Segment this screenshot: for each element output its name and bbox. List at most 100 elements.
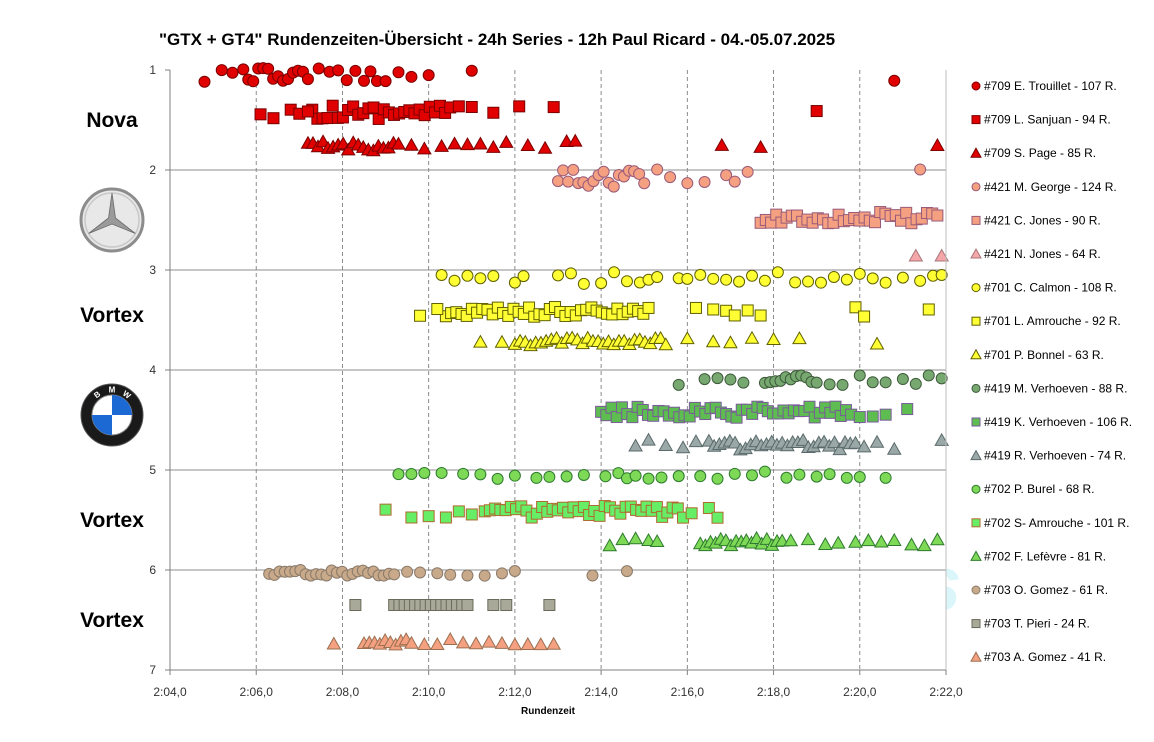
data-point (724, 373, 737, 386)
data-point (698, 373, 711, 386)
data-point (401, 565, 414, 578)
legend-label: #702 S- Amrouche - 101 R. (984, 516, 1129, 530)
data-point (879, 376, 892, 389)
legend-entry: #703 A. Gomez - 41 R. (970, 650, 1106, 664)
data-point (866, 376, 879, 389)
data-point (658, 337, 674, 351)
data-point (873, 534, 889, 548)
legend-marker (971, 585, 981, 595)
legend-entry: #709 E. Trouillet - 107 R. (971, 79, 1117, 93)
data-point (649, 534, 665, 548)
x-tick-label: 2:18,0 (757, 685, 791, 699)
data-point (642, 472, 655, 485)
legend-entry: #421 N. Jones - 64 R. (970, 247, 1101, 261)
data-point (930, 532, 945, 546)
data-point (753, 139, 768, 153)
legend-label: #709 L. Sanjuan - 94 R. (984, 113, 1111, 127)
legend-marker (971, 619, 981, 629)
data-point (930, 138, 945, 152)
data-point (474, 468, 487, 481)
x-tick-label: 2:12,0 (498, 685, 532, 699)
legend-label: #419 M. Verhoeven - 88 R. (984, 381, 1127, 395)
data-point (215, 64, 228, 77)
data-point (771, 266, 784, 279)
data-point (886, 441, 902, 455)
legend: #709 E. Trouillet - 107 R. #709 L. Sanjua… (970, 79, 1132, 664)
legend-label: #702 F. Lefèvre - 81 R. (984, 549, 1106, 563)
legend-label: #701 L. Amrouche - 92 R. (984, 314, 1121, 328)
data-point (642, 301, 655, 314)
data-point (543, 599, 556, 611)
data-point (560, 470, 573, 483)
data-point (508, 276, 521, 289)
data-point (461, 569, 474, 582)
data-point (461, 269, 474, 282)
legend-entry: #702 F. Lefèvre - 81 R. (970, 549, 1106, 563)
data-point (737, 376, 750, 389)
data-point (513, 100, 526, 113)
data-point (711, 511, 724, 524)
data-point (869, 434, 885, 448)
data-point (460, 137, 475, 151)
data-point (900, 206, 913, 219)
legend-label: #709 S. Page - 85 R. (984, 146, 1096, 160)
svg-text:W: W (121, 389, 133, 401)
data-point (537, 140, 553, 154)
data-point (858, 310, 871, 323)
y-tick-label: 6 (149, 563, 156, 577)
data-point (615, 532, 631, 546)
data-point (416, 141, 432, 155)
data-point (422, 510, 435, 523)
data-point (848, 534, 863, 548)
data-point (422, 69, 435, 82)
data-point (612, 467, 625, 480)
y-tick-label: 3 (149, 263, 156, 277)
data-point (567, 163, 580, 176)
data-point (681, 272, 694, 285)
data-point (832, 442, 848, 456)
data-point (909, 377, 922, 390)
legend-entry: #701 L. Amrouche - 92 R. (971, 314, 1121, 328)
data-point (507, 637, 523, 651)
data-point (810, 376, 823, 389)
y-tick-label: 5 (149, 463, 156, 477)
data-point (508, 564, 521, 577)
data-point (547, 101, 560, 114)
data-point (705, 334, 721, 348)
data-point (886, 532, 902, 546)
legend-marker (971, 115, 981, 125)
x-tick-label: 2:22,0 (929, 685, 963, 699)
data-point (620, 565, 633, 578)
data-point (868, 216, 881, 229)
data-point (379, 75, 392, 88)
data-point (379, 503, 392, 516)
legend-entry: #701 P. Bonnel - 63 R. (970, 348, 1104, 362)
legend-entry: #709 S. Page - 85 R. (970, 146, 1096, 160)
data-point (455, 635, 471, 649)
data-point (711, 372, 724, 385)
data-point (934, 432, 950, 446)
series-6 (435, 266, 948, 290)
data-point (853, 471, 866, 484)
series-4 (754, 206, 944, 230)
data-point (651, 271, 664, 284)
data-point (533, 637, 549, 651)
data-point (439, 511, 452, 524)
data-point (391, 136, 406, 150)
data-point (461, 599, 474, 611)
data-point (474, 272, 487, 285)
data-point (478, 569, 491, 582)
series-17 (326, 631, 562, 651)
legend-label: #709 E. Trouillet - 107 R. (984, 79, 1117, 93)
data-point (840, 471, 853, 484)
team-label: Vortex (80, 609, 144, 632)
data-point (468, 636, 484, 650)
data-point (814, 276, 827, 289)
data-point (853, 411, 866, 424)
series-1 (254, 99, 823, 125)
data-point (465, 508, 478, 521)
series-7 (414, 301, 935, 323)
legend-entry: #421 M. George - 124 R. (971, 180, 1117, 194)
data-point (487, 599, 500, 611)
